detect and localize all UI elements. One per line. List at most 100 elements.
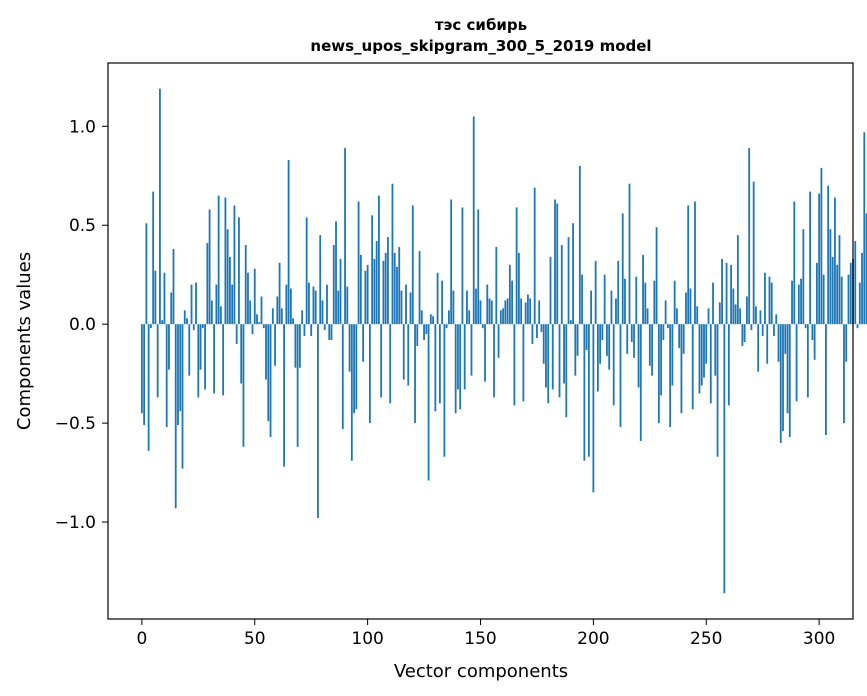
bar-88 [339, 258, 342, 325]
bar-0 [140, 324, 143, 414]
bar-157 [495, 247, 498, 325]
bar-160 [502, 308, 504, 325]
bar-242 [687, 205, 690, 325]
y-tick-label: −0.5 [55, 414, 96, 434]
bar-288 [791, 280, 793, 325]
bar-122 [416, 324, 419, 346]
bar-250 [705, 324, 708, 364]
bar-198 [587, 324, 590, 457]
bar-224 [646, 308, 649, 325]
bar-202 [596, 324, 599, 392]
bar-274 [759, 310, 762, 325]
bar-162 [506, 298, 509, 325]
y-axis: −1.0 −0.5 0.0 0.5 1.0 [55, 117, 108, 533]
x-tick-label: 250 [690, 629, 722, 649]
bar-33 [215, 284, 218, 325]
bar-58 [271, 308, 274, 325]
bar-149 [477, 209, 480, 325]
plot-frame [107, 62, 854, 620]
bar-185 [558, 324, 561, 398]
bar-178 [542, 324, 545, 364]
bar-40 [231, 284, 234, 325]
bar-302 [822, 274, 825, 325]
bar-102 [371, 215, 374, 325]
bar-14 [172, 248, 175, 325]
bar-263 [734, 304, 737, 325]
bar-253 [712, 282, 714, 325]
bar-303 [825, 324, 827, 435]
bar-130 [434, 324, 437, 412]
bar-49 [251, 324, 254, 335]
bar-262 [732, 288, 735, 325]
bar-93 [350, 324, 353, 461]
bar-10 [163, 272, 166, 325]
bar-256 [718, 302, 721, 325]
bar-187 [563, 324, 565, 384]
bar-205 [603, 274, 606, 325]
bar-109 [387, 237, 389, 325]
bar-183 [554, 199, 556, 325]
bar-30 [208, 209, 211, 325]
bar-257 [721, 258, 723, 325]
bar-series [140, 88, 867, 594]
bar-276 [764, 272, 766, 325]
bar-94 [353, 324, 355, 414]
bar-54 [262, 324, 265, 329]
bar-204 [601, 324, 604, 341]
bar-266 [741, 324, 744, 346]
bar-25 [197, 324, 200, 398]
bar-53 [260, 296, 263, 325]
bar-225 [648, 324, 651, 366]
bar-174 [533, 187, 536, 325]
bar-296 [809, 191, 812, 325]
bar-11 [165, 324, 168, 428]
bar-230 [660, 324, 663, 396]
bar-168 [520, 298, 523, 325]
bar-133 [441, 280, 444, 325]
bar-269 [748, 148, 751, 325]
bar-175 [536, 324, 538, 339]
y-tick-label: 0.0 [69, 315, 96, 335]
x-tick-label: 150 [464, 629, 496, 649]
bar-299 [815, 262, 818, 325]
bar-167 [517, 252, 520, 325]
bar-107 [382, 260, 385, 325]
bar-191 [572, 223, 574, 325]
bar-8 [159, 88, 161, 325]
bar-101 [368, 324, 371, 424]
bar-103 [373, 258, 376, 325]
bar-2 [145, 223, 148, 325]
bar-127 [427, 324, 430, 481]
bar-282 [777, 324, 780, 362]
bar-131 [436, 272, 439, 325]
bar-254 [714, 324, 717, 376]
bar-21 [188, 324, 191, 376]
bar-170 [524, 302, 527, 325]
bar-111 [391, 183, 394, 325]
bar-285 [784, 324, 787, 354]
bar-124 [420, 310, 423, 325]
bar-17 [179, 324, 182, 412]
bar-114 [398, 247, 401, 325]
bar-121 [414, 324, 416, 424]
bar-99 [364, 270, 367, 325]
bar-38 [226, 229, 229, 325]
bar-108 [384, 252, 387, 325]
bar-270 [750, 324, 753, 331]
bar-128 [429, 314, 432, 325]
bar-261 [730, 264, 732, 325]
bar-5 [152, 191, 155, 325]
bar-165 [513, 324, 516, 406]
bar-259 [725, 262, 728, 325]
bar-163 [508, 264, 511, 325]
bar-72 [303, 324, 306, 337]
bar-18 [181, 324, 184, 469]
bar-268 [745, 296, 748, 325]
bar-153 [486, 284, 489, 325]
bar-100 [366, 264, 369, 325]
bar-62 [280, 308, 283, 325]
bar-239 [680, 324, 683, 414]
bar-281 [775, 314, 778, 325]
bar-29 [206, 243, 209, 325]
